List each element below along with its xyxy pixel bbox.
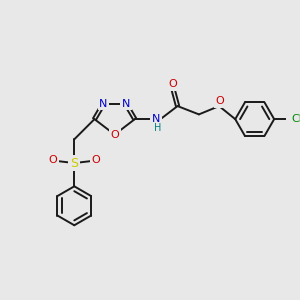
Text: N: N [122, 99, 130, 109]
Text: N: N [152, 114, 160, 124]
Text: S: S [70, 157, 78, 169]
Text: O: O [215, 96, 224, 106]
Text: O: O [91, 155, 100, 165]
Text: N: N [99, 99, 108, 109]
Text: O: O [49, 155, 57, 165]
Text: Cl: Cl [291, 114, 300, 124]
Text: H: H [154, 123, 161, 133]
Text: O: O [110, 130, 119, 140]
Text: O: O [168, 79, 177, 89]
